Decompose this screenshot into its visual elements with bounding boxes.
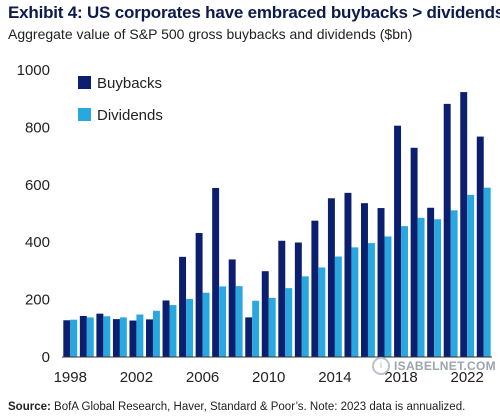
buybacks-bar-2023 bbox=[476, 136, 484, 357]
buybacks-bar-2010 bbox=[261, 271, 269, 357]
buybacks-bar-2008 bbox=[228, 259, 236, 357]
dividends-bar-2013 bbox=[318, 267, 326, 357]
dividends-bar-2020 bbox=[434, 219, 442, 357]
buybacks-bar-2019 bbox=[410, 147, 418, 357]
x-tick-label-2002: 2002 bbox=[120, 369, 153, 386]
buybacks-bar-2012 bbox=[294, 242, 302, 357]
x-axis: 1998 2002 2006 2010 2014 2018 2022 bbox=[54, 369, 484, 386]
x-tick-label-2018: 2018 bbox=[384, 369, 417, 386]
x-tick-label-1998: 1998 bbox=[54, 369, 87, 386]
buybacks-bar-2015 bbox=[344, 192, 352, 357]
y-tick-label: 600 bbox=[25, 177, 50, 194]
buybacks-bar-2000 bbox=[96, 313, 104, 357]
chart-subtitle: Aggregate value of S&P 500 gross buyback… bbox=[8, 26, 413, 42]
dividends-bar-2023 bbox=[483, 187, 491, 357]
dividends-bar-2007 bbox=[219, 286, 227, 357]
buybacks-bar-2002 bbox=[129, 320, 137, 357]
buybacks-bar-2022 bbox=[460, 92, 468, 357]
buybacks-bar-1999 bbox=[79, 315, 87, 357]
dividends-bar-2014 bbox=[334, 256, 342, 357]
legend-swatch-buybacks bbox=[78, 76, 91, 89]
legend-label-buybacks: Buybacks bbox=[97, 75, 162, 92]
buybacks-bar-2014 bbox=[327, 198, 335, 357]
y-tick-label: 200 bbox=[25, 292, 50, 309]
buybacks-bar-2018 bbox=[394, 125, 402, 358]
dividends-bar-2018 bbox=[401, 226, 408, 357]
source-note: Source: BofA Global Research, Haver, Sta… bbox=[8, 401, 465, 413]
buybacks-bar-2006 bbox=[195, 233, 203, 357]
buybacks-bar-2004 bbox=[162, 300, 170, 357]
x-tick-label-2006: 2006 bbox=[186, 369, 219, 386]
buybacks-bar-2003 bbox=[146, 319, 153, 357]
bars bbox=[63, 92, 491, 358]
source-text: BofA Global Research, Haver, Standard & … bbox=[50, 401, 466, 413]
x-tick-label-2022: 2022 bbox=[451, 369, 484, 386]
buybacks-bar-2020 bbox=[427, 207, 435, 357]
watermark-text: ISABELNET.COM bbox=[394, 359, 496, 373]
y-tick-label: 800 bbox=[25, 119, 50, 136]
dividends-bar-2022 bbox=[467, 194, 475, 357]
y-tick-label: 1000 bbox=[17, 62, 50, 79]
buybacks-bar-2011 bbox=[278, 240, 286, 357]
dividends-bar-2002 bbox=[136, 314, 144, 357]
y-tick-label: 400 bbox=[25, 234, 50, 251]
buybacks-bar-2005 bbox=[179, 256, 187, 357]
dividends-bar-2006 bbox=[202, 292, 210, 357]
dividends-bar-2012 bbox=[301, 276, 309, 357]
buybacks-bar-1998 bbox=[63, 320, 71, 357]
dividends-bar-2000 bbox=[103, 316, 111, 357]
buybacks-bar-2016 bbox=[361, 203, 368, 357]
y-tick-label: 0 bbox=[42, 349, 50, 366]
legend-swatch-dividends bbox=[78, 108, 91, 121]
dividends-bar-2015 bbox=[351, 247, 359, 357]
dividends-bar-2019 bbox=[417, 217, 425, 357]
dividends-bar-2001 bbox=[119, 317, 127, 357]
dividends-bar-2004 bbox=[169, 305, 177, 357]
buybacks-bar-2017 bbox=[377, 208, 385, 357]
source-label: Source: bbox=[8, 401, 51, 413]
dividends-bar-2010 bbox=[268, 297, 276, 357]
dividends-bar-1999 bbox=[86, 317, 94, 357]
bar-chart: 0 200 400 600 800 1000 1998 2002 2006 2010 2014 20… bbox=[17, 62, 492, 386]
legend-label-dividends: Dividends bbox=[97, 107, 163, 124]
legend: Buybacks Dividends bbox=[78, 75, 163, 124]
dividends-bar-2009 bbox=[252, 300, 260, 357]
x-tick-label-2014: 2014 bbox=[318, 369, 351, 386]
dividends-bar-2017 bbox=[384, 236, 392, 357]
x-tick-label-2010: 2010 bbox=[252, 369, 285, 386]
dividends-bar-2011 bbox=[285, 288, 293, 357]
dividends-bar-2021 bbox=[450, 210, 458, 357]
y-axis: 0 200 400 600 800 1000 bbox=[17, 62, 50, 366]
dividends-bar-2005 bbox=[186, 299, 193, 357]
dividends-bar-1998 bbox=[70, 319, 78, 357]
dividends-bar-2008 bbox=[235, 286, 243, 357]
dividends-bar-2003 bbox=[152, 310, 160, 357]
buybacks-bar-2001 bbox=[112, 319, 120, 357]
chart-title: Exhibit 4: US corporates have embraced b… bbox=[8, 3, 500, 22]
watermark-logo-icon: i bbox=[372, 357, 390, 375]
dividends-bar-2016 bbox=[367, 243, 375, 357]
watermark: i ISABELNET.COM bbox=[372, 357, 496, 375]
buybacks-bar-2021 bbox=[443, 103, 451, 358]
buybacks-bar-2009 bbox=[245, 317, 253, 357]
buybacks-bar-2007 bbox=[212, 187, 220, 357]
buybacks-bar-2013 bbox=[311, 220, 319, 357]
